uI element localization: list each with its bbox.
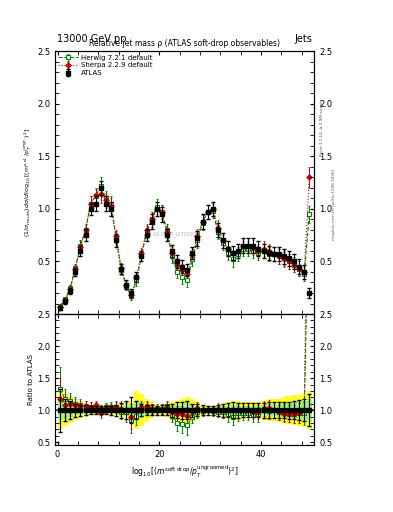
Legend: Herwig 7.2.1 default, Sherpa 2.2.9 default, ATLAS: Herwig 7.2.1 default, Sherpa 2.2.9 defau… <box>57 53 154 77</box>
Text: Rivet 3.1.10, ≥ 2.9M events: Rivet 3.1.10, ≥ 2.9M events <box>320 99 324 157</box>
Text: 13000 GeV pp: 13000 GeV pp <box>57 33 127 44</box>
Text: Jets: Jets <box>295 33 312 44</box>
Text: mcplots.cern.ch [arXiv:1306.3436]: mcplots.cern.ch [arXiv:1306.3436] <box>332 169 336 240</box>
Y-axis label: Ratio to ATLAS: Ratio to ATLAS <box>28 354 34 405</box>
Text: ATLAS 2019_I1772371: ATLAS 2019_I1772371 <box>144 231 199 237</box>
Title: Relative jet mass ρ (ATLAS soft-drop observables): Relative jet mass ρ (ATLAS soft-drop obs… <box>89 38 280 48</box>
X-axis label: $\log_{10}[(m^{\mathrm{soft\ drop}}/p_T^{\mathrm{ungroomed}})^2]$: $\log_{10}[(m^{\mathrm{soft\ drop}}/p_T^… <box>131 463 239 480</box>
Y-axis label: $(1/\sigma_{\rm resum})\,d\sigma/d\log_{10}[(m^{\rm s.d.}/p_T^{\rm ungr.})^2]$: $(1/\sigma_{\rm resum})\,d\sigma/d\log_{… <box>23 128 34 237</box>
